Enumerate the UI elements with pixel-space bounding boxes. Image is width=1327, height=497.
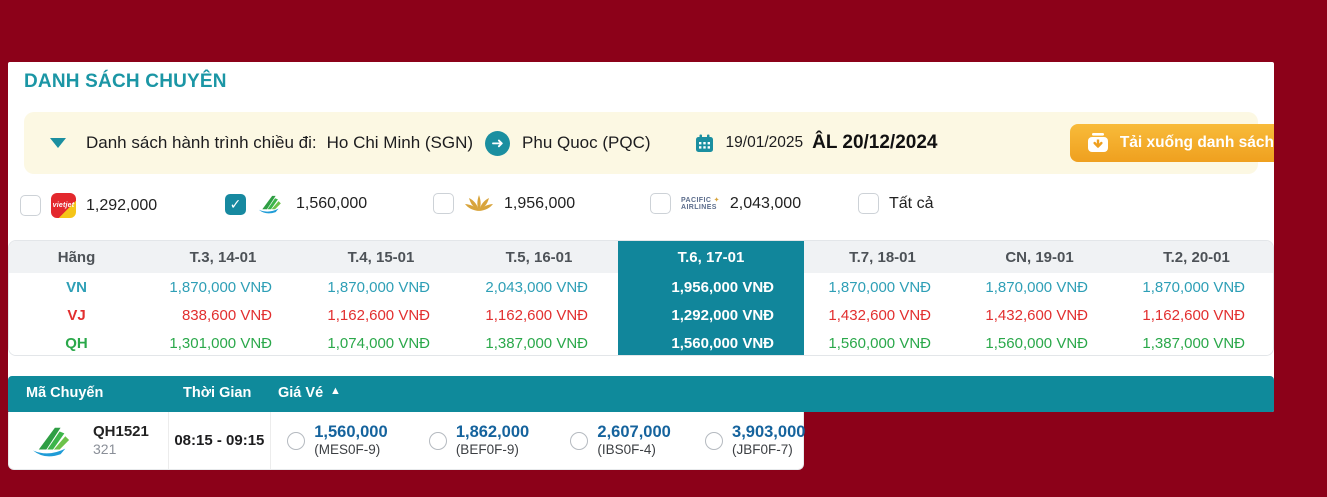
destination-city: Phu Quoc (PQC) bbox=[522, 133, 651, 152]
filter-vietnam-airlines[interactable]: 1,956,000 bbox=[433, 193, 575, 214]
collapse-caret-icon[interactable] bbox=[50, 138, 66, 148]
col-time[interactable]: Thời Gian bbox=[183, 385, 252, 401]
filter-all[interactable]: Tất cả bbox=[858, 193, 933, 214]
vietjet-logo-icon: vietjet bbox=[51, 193, 76, 218]
radio-fare-2[interactable] bbox=[428, 431, 447, 450]
matrix-row-label-vj: VJ bbox=[9, 301, 144, 329]
departure-date: 19/01/2025 bbox=[725, 134, 804, 151]
matrix-price-cell[interactable]: 1,870,000 VNĐ bbox=[804, 273, 961, 301]
matrix-price-cell[interactable]: 2,043,000 VNĐ bbox=[460, 273, 618, 301]
filter-bamboo[interactable]: ✓ 1,560,000 bbox=[225, 193, 367, 215]
matrix-col-header-selected[interactable]: T.6, 17-01 bbox=[618, 241, 804, 273]
filter-all-label: Tất cả bbox=[889, 194, 934, 212]
bamboo-logo-icon bbox=[256, 193, 286, 215]
matrix-price-cell-selected[interactable]: 1,956,000 VNĐ bbox=[618, 273, 804, 301]
matrix-price-cell[interactable]: 1,162,600 VNĐ bbox=[1118, 301, 1273, 329]
bamboo-logo-icon bbox=[29, 423, 77, 459]
fare-class: (MES0F-9) bbox=[314, 442, 381, 457]
fare-option-1[interactable]: 1,560,000 (MES0F-9) bbox=[271, 412, 413, 469]
matrix-price-cell[interactable]: 1,560,000 VNĐ bbox=[804, 329, 961, 355]
journey-banner: Danh sách hành trình chiều đi: Ho Chi Mi… bbox=[24, 112, 1258, 174]
flight-time-cell: 08:15 - 09:15 bbox=[169, 412, 272, 469]
matrix-price-cell[interactable]: 1,870,000 VNĐ bbox=[144, 273, 302, 301]
matrix-col-header[interactable]: CN, 19-01 bbox=[961, 241, 1118, 273]
matrix-price-cell[interactable]: 1,870,000 VNĐ bbox=[302, 273, 460, 301]
matrix-col-header[interactable]: T.2, 20-01 bbox=[1118, 241, 1273, 273]
matrix-price-cell[interactable]: 1,162,600 VNĐ bbox=[302, 301, 460, 329]
fare-class: (IBS0F-4) bbox=[597, 442, 656, 457]
fare-option-2[interactable]: 1,862,000 (BEF0F-9) bbox=[413, 412, 555, 469]
lunar-date: ÂL 20/12/2024 bbox=[812, 132, 938, 153]
matrix-price-cell[interactable]: 1,162,600 VNĐ bbox=[460, 301, 618, 329]
matrix-price-cell[interactable]: 1,301,000 VNĐ bbox=[144, 329, 302, 355]
vietnam-airlines-logo-icon bbox=[464, 194, 494, 214]
flight-row: QH1521 321 08:15 - 09:15 1,560,000 (MES0… bbox=[8, 412, 806, 470]
matrix-col-header[interactable]: T.3, 14-01 bbox=[144, 241, 302, 273]
matrix-col-header[interactable]: T.7, 18-01 bbox=[804, 241, 961, 273]
flight-code-cell: QH1521 321 bbox=[9, 412, 169, 469]
matrix-row-label-vn: VN bbox=[9, 273, 144, 301]
checkbox-vietnam-airlines[interactable] bbox=[433, 193, 454, 214]
col-price[interactable]: Giá Vé bbox=[278, 385, 324, 401]
flight-code: QH1521 bbox=[93, 423, 149, 440]
flight-list-panel: DANH SÁCH CHUYÊN Danh sách hành trình ch… bbox=[8, 62, 1274, 412]
matrix-price-cell[interactable]: 838,600 VNĐ bbox=[144, 301, 302, 329]
radio-fare-3[interactable] bbox=[570, 431, 589, 450]
filter-price: 2,043,000 bbox=[729, 194, 802, 212]
radio-fare-4[interactable] bbox=[705, 431, 724, 450]
pacific-airlines-logo-icon: PACIFIC ✦ AIRLINES bbox=[681, 196, 720, 211]
fare-option-3[interactable]: 2,607,000 (IBS0F-4) bbox=[554, 412, 689, 469]
filter-vietjet[interactable]: vietjet 1,292,000 bbox=[20, 193, 157, 218]
fare-price: 2,607,000 bbox=[597, 423, 671, 441]
fare-class: (JBF0F-7) bbox=[732, 442, 793, 457]
matrix-price-cell[interactable]: 1,387,000 VNĐ bbox=[1118, 329, 1273, 355]
price-matrix: Hãng T.3, 14-01 T.4, 15-01 T.5, 16-01 T.… bbox=[8, 240, 1274, 356]
checkbox-vietjet[interactable] bbox=[20, 195, 41, 216]
matrix-corner-header: Hãng bbox=[9, 241, 144, 273]
fare-price: 3,903,000 bbox=[732, 423, 806, 441]
download-icon bbox=[1087, 133, 1108, 152]
checkbox-pacific-airlines[interactable] bbox=[650, 193, 671, 214]
checkbox-bamboo-checked[interactable]: ✓ bbox=[225, 193, 246, 215]
filter-price: 1,292,000 bbox=[86, 196, 158, 214]
sort-ascending-icon[interactable]: ▲ bbox=[330, 385, 341, 397]
fare-option-4[interactable]: 3,903,000 (JBF0F-7) bbox=[689, 412, 806, 469]
matrix-col-header[interactable]: T.5, 16-01 bbox=[460, 241, 618, 273]
checkbox-all[interactable] bbox=[858, 193, 879, 214]
matrix-price-cell-selected[interactable]: 1,560,000 VNĐ bbox=[618, 329, 804, 355]
radio-fare-1[interactable] bbox=[287, 431, 306, 450]
airline-filters: vietjet 1,292,000 ✓ 1,560,000 1,956,000 … bbox=[8, 193, 1274, 221]
download-label: Tải xuống danh sách bbox=[1119, 134, 1274, 151]
matrix-price-cell-selected[interactable]: 1,292,000 VNĐ bbox=[618, 301, 804, 329]
matrix-row-label-qh: QH bbox=[9, 329, 144, 355]
fare-price: 1,862,000 bbox=[455, 423, 530, 441]
route-arrow-icon: ➜ bbox=[485, 130, 511, 156]
flights-table-header: Mã Chuyến Thời Gian Giá Vé ▲ bbox=[8, 376, 1274, 412]
filter-price: 1,560,000 bbox=[296, 195, 368, 212]
fare-class: (BEF0F-9) bbox=[455, 442, 519, 457]
matrix-price-cell[interactable]: 1,870,000 VNĐ bbox=[1118, 273, 1273, 301]
matrix-price-cell[interactable]: 1,432,600 VNĐ bbox=[804, 301, 961, 329]
fare-price: 1,560,000 bbox=[314, 423, 388, 441]
filter-price: 1,956,000 bbox=[504, 194, 576, 212]
filter-pacific-airlines[interactable]: PACIFIC ✦ AIRLINES 2,043,000 bbox=[650, 193, 801, 214]
origin-city: Ho Chi Minh (SGN) bbox=[326, 133, 474, 152]
matrix-price-cell[interactable]: 1,560,000 VNĐ bbox=[961, 329, 1118, 355]
matrix-price-cell[interactable]: 1,387,000 VNĐ bbox=[460, 329, 618, 355]
matrix-price-cell[interactable]: 1,870,000 VNĐ bbox=[961, 273, 1118, 301]
check-icon: ✓ bbox=[229, 195, 242, 212]
aircraft-type: 321 bbox=[93, 441, 117, 457]
col-flight-code: Mã Chuyến bbox=[26, 385, 104, 401]
download-list-button[interactable]: Tải xuống danh sách bbox=[1069, 124, 1274, 162]
matrix-price-cell[interactable]: 1,074,000 VNĐ bbox=[302, 329, 460, 355]
calendar-icon bbox=[695, 134, 714, 153]
matrix-price-cell[interactable]: 1,432,600 VNĐ bbox=[961, 301, 1118, 329]
journey-label: Danh sách hành trình chiều đi: bbox=[86, 133, 317, 152]
matrix-col-header[interactable]: T.4, 15-01 bbox=[302, 241, 460, 273]
page-title: DANH SÁCH CHUYÊN bbox=[24, 71, 227, 92]
